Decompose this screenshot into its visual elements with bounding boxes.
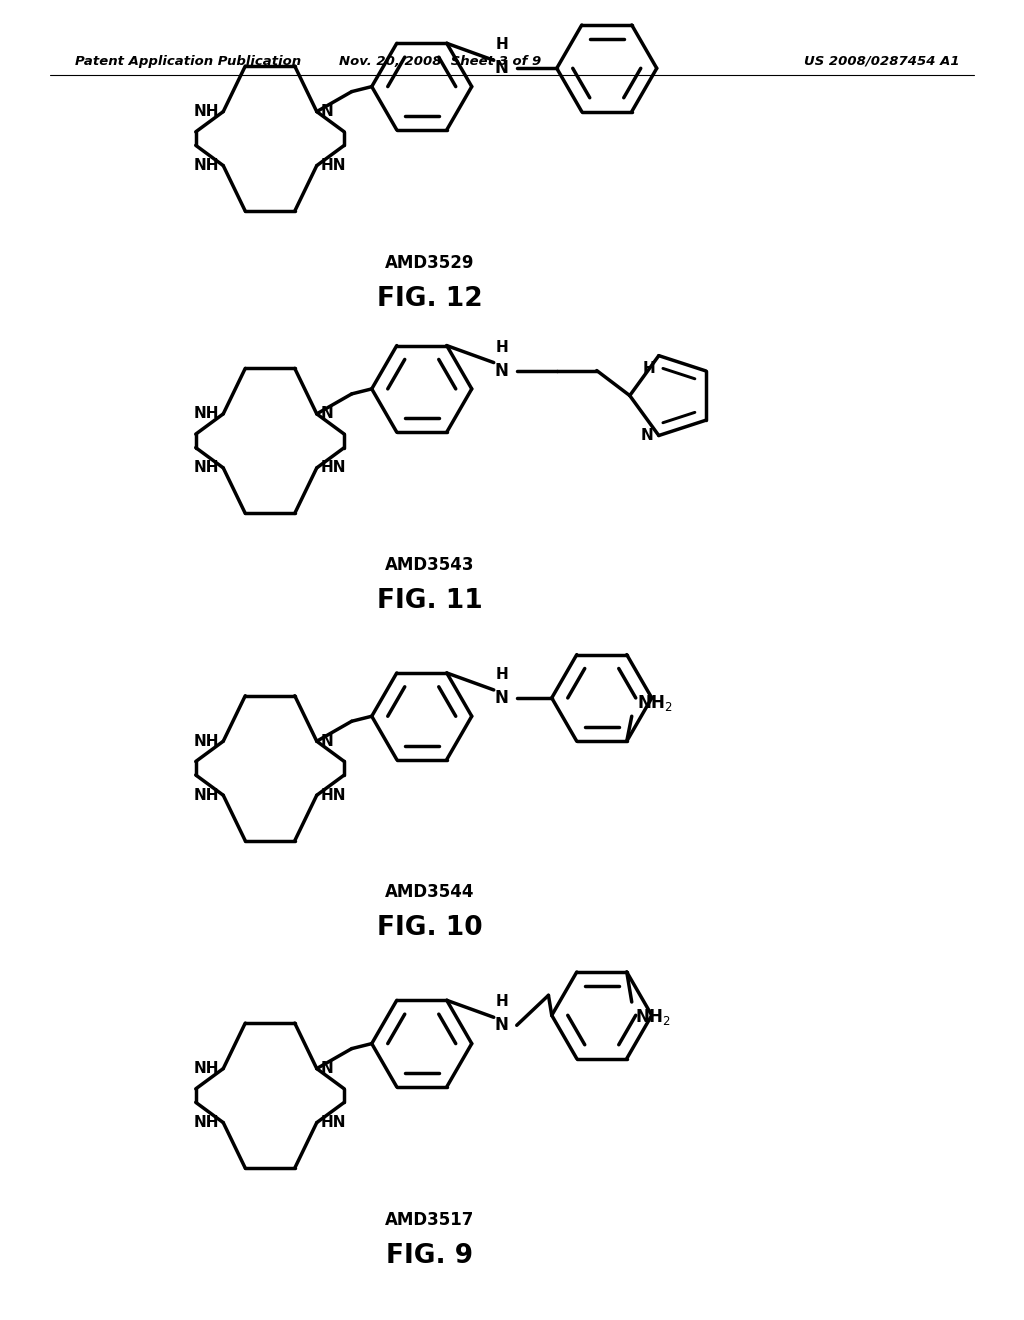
Text: H: H <box>496 339 508 355</box>
Text: N: N <box>641 428 653 444</box>
Text: N: N <box>495 59 509 78</box>
Text: N: N <box>321 734 334 748</box>
Text: Nov. 20, 2008  Sheet 3 of 9: Nov. 20, 2008 Sheet 3 of 9 <box>339 55 541 69</box>
Text: NH: NH <box>194 407 219 421</box>
Text: FIG. 9: FIG. 9 <box>386 1242 473 1269</box>
Text: H: H <box>643 360 655 376</box>
Text: HN: HN <box>321 1115 346 1130</box>
Text: N: N <box>321 407 334 421</box>
Text: AMD3543: AMD3543 <box>385 556 475 574</box>
Text: N: N <box>321 1061 334 1076</box>
Text: NH: NH <box>194 788 219 803</box>
Text: FIG. 10: FIG. 10 <box>377 915 482 941</box>
Text: H: H <box>496 37 508 53</box>
Text: NH: NH <box>194 1115 219 1130</box>
Text: AMD3544: AMD3544 <box>385 883 475 902</box>
Text: NH$_2$: NH$_2$ <box>635 1007 671 1027</box>
Text: HN: HN <box>321 158 346 173</box>
Text: HN: HN <box>321 788 346 803</box>
Text: US 2008/0287454 A1: US 2008/0287454 A1 <box>805 55 961 69</box>
Text: HN: HN <box>321 461 346 475</box>
Text: N: N <box>495 362 509 380</box>
Text: AMD3517: AMD3517 <box>385 1210 475 1229</box>
Text: AMD3529: AMD3529 <box>385 253 475 272</box>
Text: NH: NH <box>194 158 219 173</box>
Text: N: N <box>321 104 334 119</box>
Text: H: H <box>496 994 508 1010</box>
Text: H: H <box>496 667 508 682</box>
Text: N: N <box>495 689 509 708</box>
Text: NH: NH <box>194 461 219 475</box>
Text: N: N <box>495 1016 509 1035</box>
Text: Patent Application Publication: Patent Application Publication <box>75 55 301 69</box>
Text: FIG. 12: FIG. 12 <box>377 285 482 312</box>
Text: NH$_2$: NH$_2$ <box>637 693 673 713</box>
Text: NH: NH <box>194 1061 219 1076</box>
Text: FIG. 11: FIG. 11 <box>377 587 483 614</box>
Text: NH: NH <box>194 104 219 119</box>
Text: NH: NH <box>194 734 219 748</box>
